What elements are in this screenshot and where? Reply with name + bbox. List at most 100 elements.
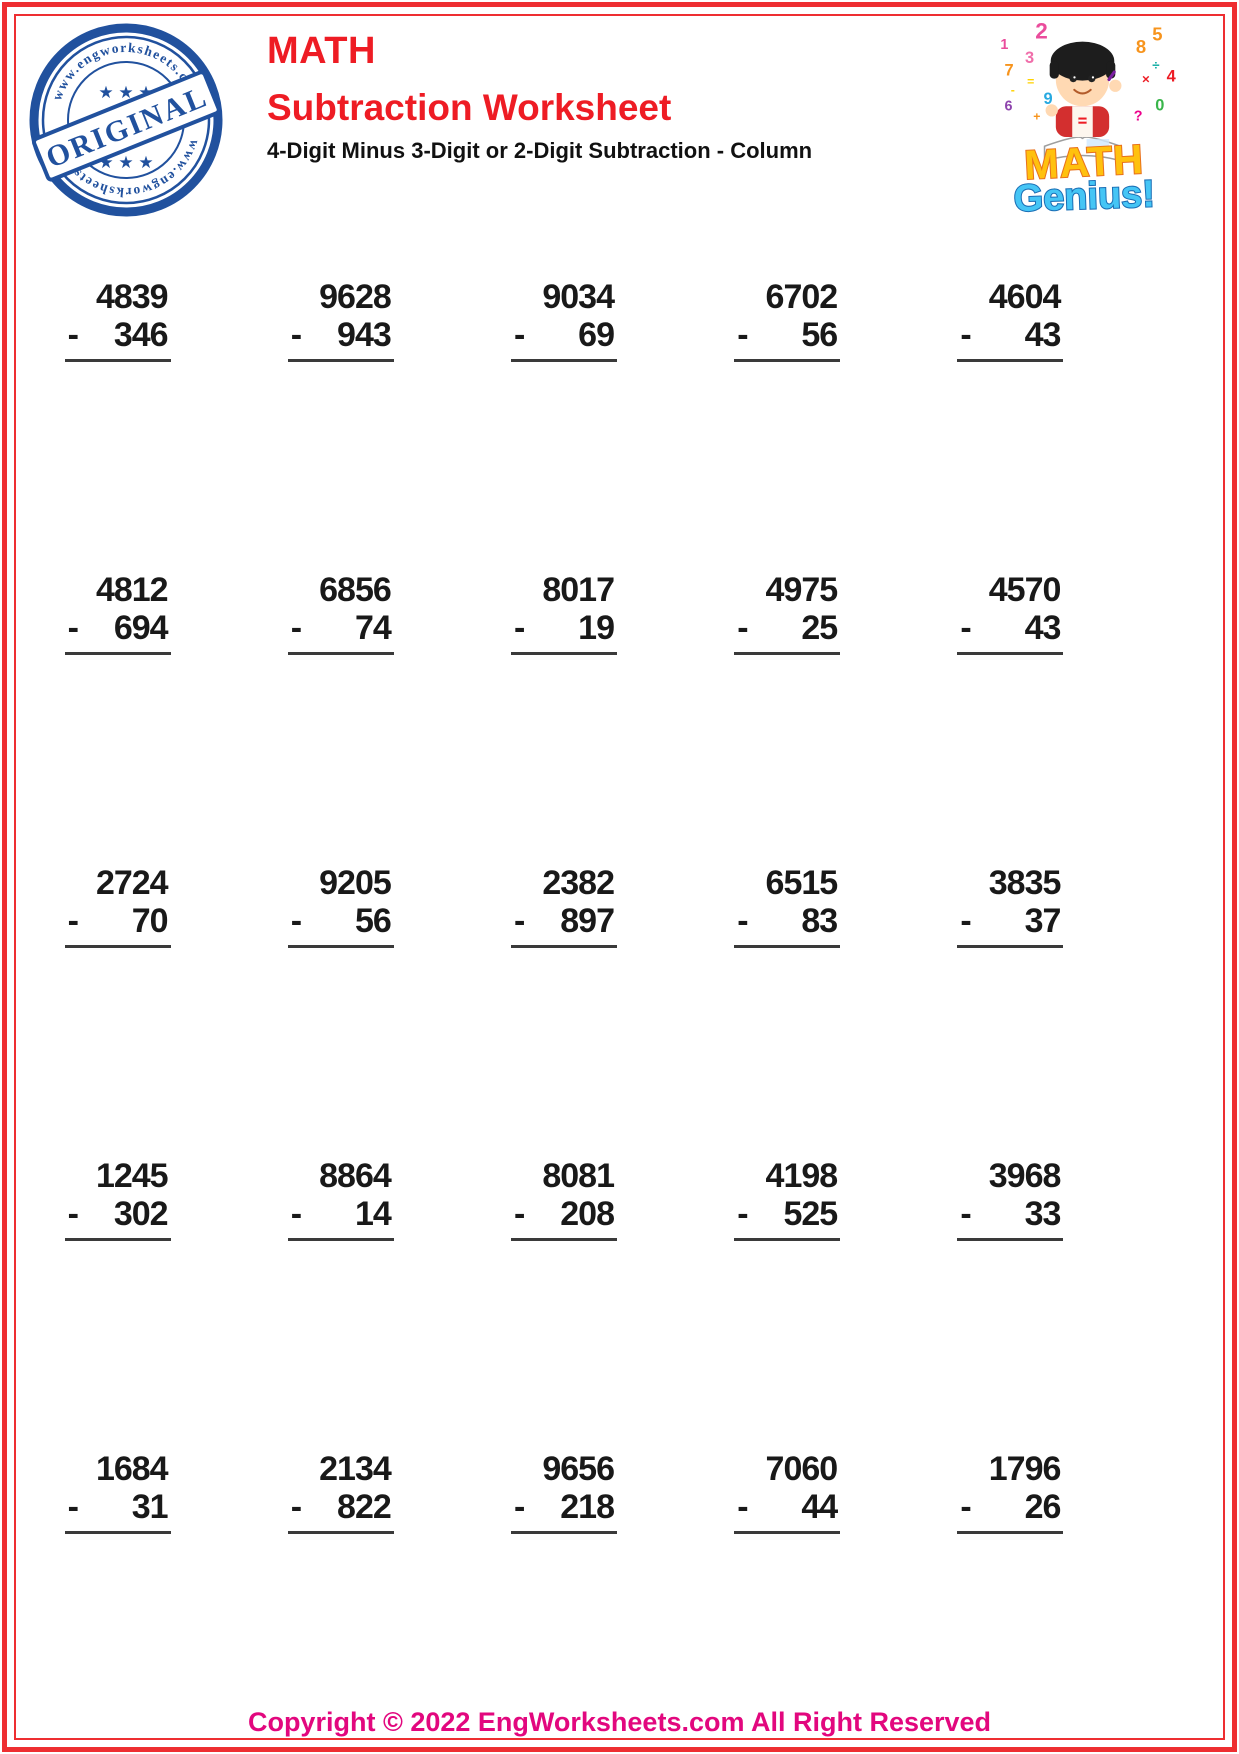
minuend: 8864 xyxy=(319,1157,392,1195)
minuend: 1796 xyxy=(988,1450,1062,1488)
minus-operator: - xyxy=(513,1487,525,1526)
minus-operator: - xyxy=(67,901,79,940)
subtrahend: 26 xyxy=(1024,1487,1062,1526)
subtrahend-row: - 525 xyxy=(734,1194,841,1242)
minuend: 4839 xyxy=(95,278,169,316)
subtrahend-row: - 346 xyxy=(64,315,171,363)
minuend: 7060 xyxy=(765,1450,839,1488)
subtraction-problem: 9628 - 943 xyxy=(287,278,394,573)
stamp-outer-ring xyxy=(29,23,223,217)
original-stamp-logo: www.engworksheets.com www.engworksheets.… xyxy=(29,23,223,217)
boy-eye-left xyxy=(1069,74,1077,83)
subtraction-problem: 3968 - 33 xyxy=(957,1157,1064,1452)
scattered-glyph: + xyxy=(1033,110,1040,124)
subtrahend-row: - 70 xyxy=(64,901,171,949)
subtrahend: 943 xyxy=(337,315,392,354)
minus-operator: - xyxy=(290,1487,302,1526)
minus-operator: - xyxy=(290,315,302,354)
subtrahend: 44 xyxy=(801,1487,838,1526)
subtraction-problem: 8864 - 14 xyxy=(287,1157,394,1452)
subtraction-problem: 4198 - 525 xyxy=(734,1157,841,1452)
subtrahend: 694 xyxy=(113,608,169,647)
minuend: 6702 xyxy=(765,278,839,316)
subtrahend: 74 xyxy=(354,608,392,647)
scattered-glyph: 4 xyxy=(1167,68,1177,86)
subtrahend: 25 xyxy=(801,608,838,647)
scattered-numbers: 1 237 =- 9 6 +58 ÷× 40? xyxy=(1000,19,1176,125)
minuend: 9034 xyxy=(542,278,615,316)
subtraction-problem: 4570 - 43 xyxy=(957,572,1064,866)
subtrahend: 31 xyxy=(131,1487,169,1526)
subtrahend-row: - 694 xyxy=(64,608,171,656)
scattered-glyph: ? xyxy=(1134,109,1143,125)
subtrahend: 70 xyxy=(131,901,169,940)
subtrahend-row: - 208 xyxy=(510,1196,617,1242)
math-genius-logo: 1 237 =- 9 6 +58 ÷× 40? MATH Genius! xyxy=(1000,19,1176,216)
logo-word-genius: Genius! xyxy=(1013,173,1156,216)
subtrahend-row: - 31 xyxy=(64,1487,171,1535)
subtrahend: 822 xyxy=(337,1487,392,1526)
scattered-glyph: × xyxy=(1142,72,1150,87)
subtrahend: 43 xyxy=(1024,608,1062,647)
subtraction-problem: 1245 - 302 xyxy=(64,1157,171,1452)
subtraction-problem: 2724 - 70 xyxy=(64,865,171,1159)
subtraction-problem: 4975 - 25 xyxy=(734,571,841,866)
subtraction-problem: 9656 - 218 xyxy=(510,1451,617,1745)
minus-operator: - xyxy=(290,1194,302,1233)
minuend: 8081 xyxy=(542,1157,615,1195)
scattered-glyph: = xyxy=(1027,75,1034,89)
minuend: 6515 xyxy=(765,864,839,902)
minuend: 4975 xyxy=(765,571,839,609)
minuend: 4198 xyxy=(765,1157,839,1195)
boy-smile xyxy=(1073,88,1092,95)
subtrahend: 525 xyxy=(783,1194,838,1233)
minus-operator: - xyxy=(737,901,748,940)
minuend: 4812 xyxy=(95,571,169,609)
page-title: Subtraction Worksheet xyxy=(267,87,672,128)
scattered-glyph: - xyxy=(1011,83,1015,97)
boy-eye-highlight-left xyxy=(1073,76,1076,79)
minuend: 8017 xyxy=(542,571,615,609)
subtrahend-row: - 37 xyxy=(957,901,1064,949)
subtrahend-row: - 14 xyxy=(287,1194,394,1242)
minuend: 1245 xyxy=(95,1157,169,1195)
subtrahend-row: - 26 xyxy=(957,1487,1064,1535)
minuend: 9628 xyxy=(319,278,392,316)
minus-operator: - xyxy=(290,901,302,940)
minus-operator: - xyxy=(67,1487,79,1526)
boy-writing-hand xyxy=(1045,104,1058,117)
scattered-glyph: 2 xyxy=(1035,19,1048,44)
pencil xyxy=(1107,70,1116,82)
minus-operator: - xyxy=(513,315,525,354)
problems-grid: 4839 - 346 9628 - 943 9034 - 69 6702 - xyxy=(6,278,1122,1745)
boy-hair-side-left xyxy=(1049,61,1059,79)
scattered-glyph: 0 xyxy=(1155,96,1164,114)
math-genius-illustration xyxy=(1043,41,1122,162)
minuend: 3968 xyxy=(988,1157,1062,1195)
minus-operator: - xyxy=(960,1194,971,1233)
stamp-inner-ring xyxy=(41,35,211,205)
subtrahend: 83 xyxy=(801,901,838,940)
minus-operator: - xyxy=(513,901,525,940)
scattered-glyph: 5 xyxy=(1152,24,1162,45)
subtraction-problem: 4604 - 43 xyxy=(957,278,1064,573)
scattered-glyph: 3 xyxy=(1025,49,1034,67)
category-heading: MATH xyxy=(267,30,376,72)
subtrahend-row: - 74 xyxy=(287,608,394,656)
subtrahend-row: - 218 xyxy=(510,1487,617,1535)
subtrahend: 302 xyxy=(113,1194,169,1233)
subtrahend: 346 xyxy=(113,315,169,354)
minus-operator: - xyxy=(960,901,971,940)
minus-operator: - xyxy=(67,608,79,647)
minuend: 4604 xyxy=(988,278,1062,316)
minus-operator: - xyxy=(67,315,79,354)
minus-operator: - xyxy=(960,608,971,647)
boy-eye-highlight-right xyxy=(1091,76,1095,79)
subtraction-problem: 6856 - 74 xyxy=(287,572,394,866)
subtrahend-row: - 56 xyxy=(734,317,841,363)
minuend: 9205 xyxy=(319,864,392,902)
subtrahend: 14 xyxy=(354,1194,392,1233)
minus-operator: - xyxy=(737,1194,748,1233)
subtrahend-row: - 302 xyxy=(64,1194,171,1242)
